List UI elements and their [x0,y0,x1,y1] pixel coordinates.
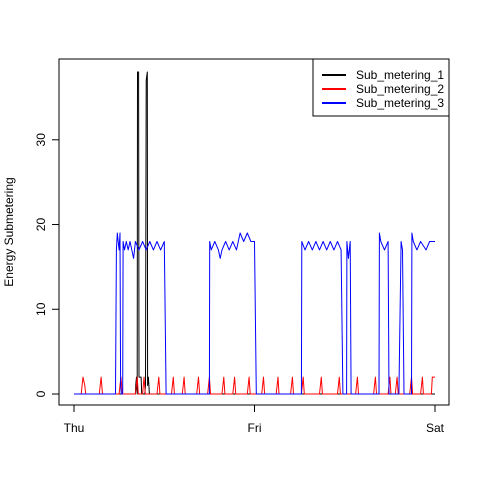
legend-box [312,58,450,117]
series-line-3 [74,232,435,395]
legend: Sub_metering_1Sub_metering_2Sub_metering… [312,58,450,117]
legend-label-1: Sub_metering_1 [356,68,444,82]
legend-label-2: Sub_metering_2 [356,82,444,96]
series-line-1 [74,71,435,395]
y-tick-label: 20 [34,218,48,232]
x-tick-label-thu: Thu [64,421,85,435]
y-tick-label: 10 [34,302,48,316]
y-tick-label: 30 [34,133,48,147]
y-tick-label: 0 [34,390,48,397]
x-tick-label-sat: Sat [426,421,445,435]
series-line-2 [74,376,435,395]
y-axis: 0 10 20 30 [34,133,60,397]
x-axis: Thu Fri Sat [64,404,445,435]
x-tick-label-fri: Fri [248,421,262,435]
series-layer [74,71,435,395]
y-axis-label: Energy Submetering [2,177,16,286]
legend-label-3: Sub_metering_3 [356,96,444,110]
